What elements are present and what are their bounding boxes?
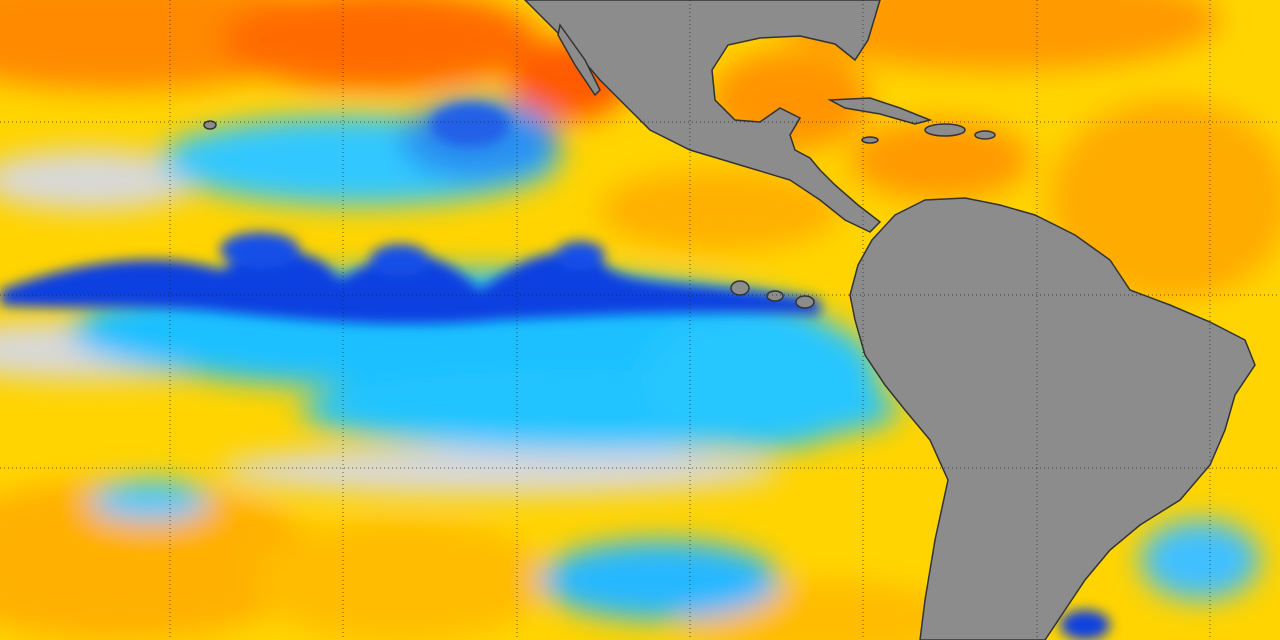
land — [203, 0, 1256, 640]
north-central-america — [523, 0, 882, 233]
cold-tongue — [0, 103, 1110, 640]
galapagos — [766, 290, 784, 302]
galapagos — [730, 280, 750, 296]
south-america — [849, 197, 1256, 640]
baja-california — [557, 23, 601, 97]
cuba — [827, 97, 933, 125]
galapagos — [795, 295, 815, 309]
puerto-rico — [974, 130, 996, 140]
hawaii — [203, 120, 217, 130]
hispaniola — [924, 123, 966, 137]
jamaica — [861, 136, 879, 144]
